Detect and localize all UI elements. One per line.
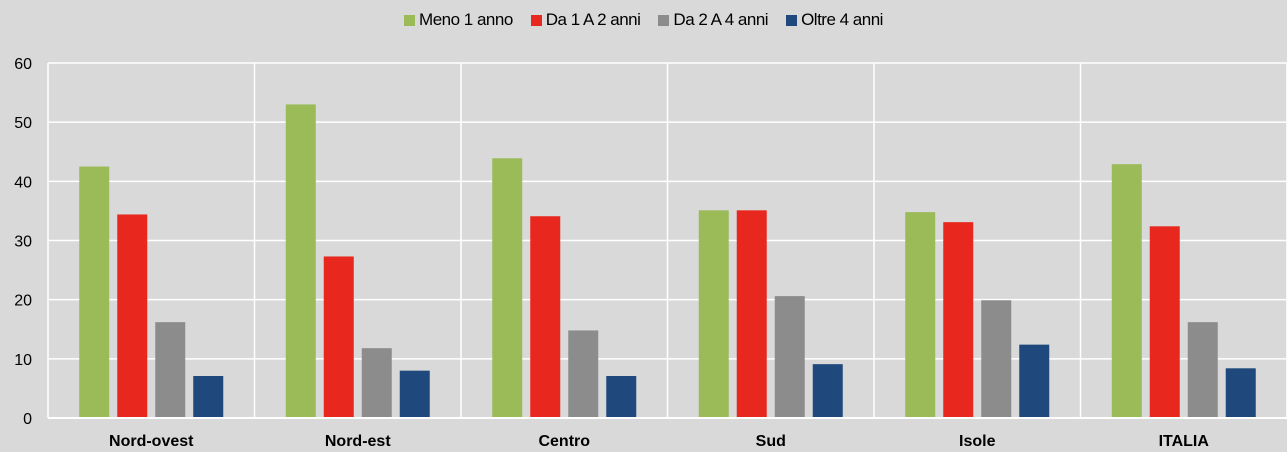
x-category-label: ITALIA: [1159, 433, 1210, 450]
legend-label: Da 2 A 4 anni: [673, 10, 769, 29]
bar: [361, 348, 392, 418]
bar: [943, 222, 974, 418]
legend-item: Da 2 A 4 anni: [658, 10, 769, 30]
legend-swatch: [530, 14, 542, 26]
bar: [812, 364, 843, 418]
x-category-label: Sud: [756, 433, 786, 450]
bar: [774, 296, 805, 418]
legend-item: Oltre 4 anni: [786, 10, 883, 30]
x-category-label: Nord-est: [325, 433, 391, 450]
bar: [905, 212, 936, 418]
y-tick-label: 20: [14, 293, 32, 310]
bar: [698, 210, 729, 418]
bar: [285, 104, 316, 419]
bar: [981, 300, 1012, 418]
x-category-label: Nord-ovest: [109, 433, 194, 450]
y-tick-label: 40: [14, 174, 32, 191]
bar: [323, 256, 354, 418]
bar: [606, 375, 637, 418]
bar: [1149, 226, 1180, 418]
bar: [1019, 344, 1050, 418]
legend-item: Da 1 A 2 anni: [530, 10, 641, 30]
y-tick-label: 10: [14, 352, 32, 369]
bar: [530, 216, 561, 418]
legend-item: Meno 1 anno: [404, 10, 513, 30]
legend-swatch: [786, 14, 798, 26]
bar: [568, 330, 599, 418]
y-tick-label: 30: [14, 234, 32, 251]
bar: [1111, 164, 1142, 418]
bar: [399, 370, 430, 418]
legend-label: Oltre 4 anni: [801, 10, 883, 29]
bar: [155, 322, 186, 418]
bar: [117, 214, 148, 418]
legend-swatch: [658, 14, 670, 26]
y-tick-label: 50: [14, 115, 32, 132]
bar: [736, 210, 767, 418]
bar: [193, 375, 224, 418]
legend-label: Meno 1 anno: [419, 10, 513, 29]
x-category-label: Centro: [538, 433, 590, 450]
legend-label: Da 1 A 2 anni: [545, 10, 641, 29]
bar: [492, 158, 523, 418]
y-tick-label: 0: [23, 411, 32, 428]
bar: [1187, 322, 1218, 418]
legend: Meno 1 anno Da 1 A 2 anni Da 2 A 4 anni Olt…: [0, 10, 1287, 30]
x-category-label: Isole: [959, 433, 996, 450]
bar: [1225, 368, 1256, 418]
legend-swatch: [404, 14, 416, 26]
bar: [79, 166, 110, 418]
y-tick-label: 60: [14, 56, 32, 73]
